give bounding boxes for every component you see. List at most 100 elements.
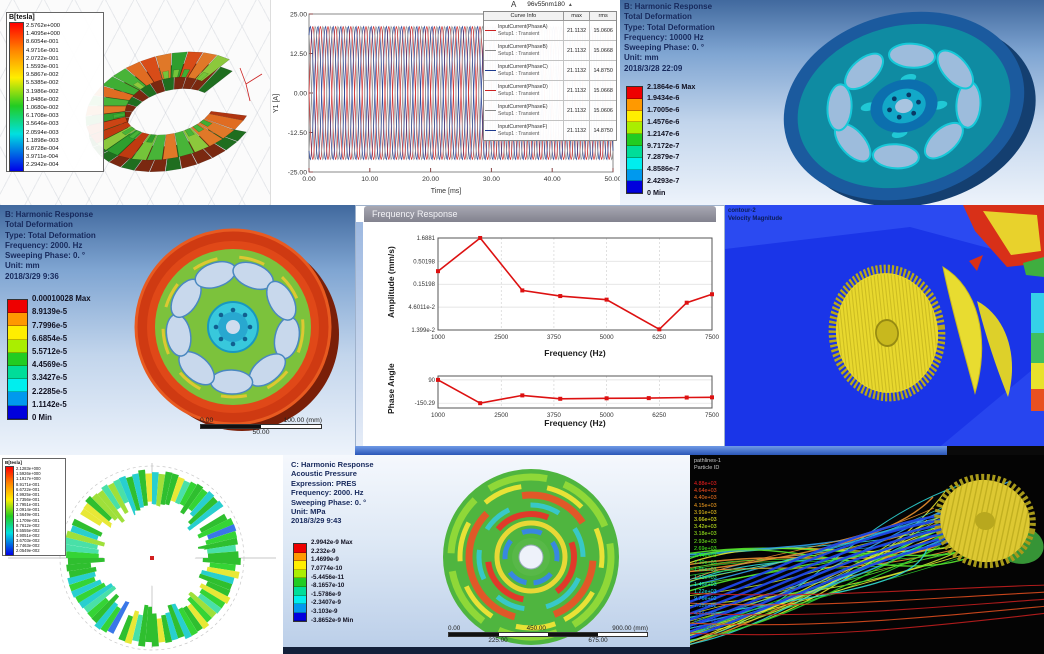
legend-band: [627, 122, 642, 135]
svg-text:30.00: 30.00: [483, 176, 500, 183]
result-info-line: Unit: mm: [624, 53, 659, 63]
phase-x-label: Frequency (Hz): [544, 418, 606, 428]
curve-color-sample: [485, 110, 496, 111]
table-row: InputCurrent(PhaseB) Setup1 : Transient 21…: [484, 41, 616, 61]
curve-max: 21.1132: [564, 21, 591, 40]
legend-value: -8.1657e-10: [311, 582, 345, 590]
legend-value: 1.22e+03: [694, 589, 717, 596]
legend-value: 2.69e+03: [694, 545, 717, 552]
window-titlebar-edge: [355, 446, 947, 455]
col-max: max: [564, 12, 591, 20]
svg-text:2500: 2500: [494, 412, 509, 419]
legend-value: 8.6054e-001: [26, 39, 59, 46]
table-row: InputCurrent(PhaseA) Setup1 : Transient 21…: [484, 21, 616, 41]
window-titlebar[interactable]: Frequency Response: [364, 206, 716, 222]
curve-setup: Setup1 : Transient: [498, 70, 540, 77]
pin-icon[interactable]: ▲: [567, 2, 573, 8]
result-info-line: Frequency: 10000 Hz: [624, 32, 704, 42]
legend-value: 2.1864e-6 Max: [647, 81, 696, 91]
svg-text:0.50198: 0.50198: [413, 259, 435, 265]
svg-text:-150.29: -150.29: [415, 401, 436, 407]
curve-setup: Setup1 : Transient: [498, 90, 540, 97]
table-header-row: Curve Info max rms: [484, 12, 616, 21]
curve-rms: 15.0668: [593, 87, 613, 94]
legend-value: 1.5926e+000: [16, 471, 41, 477]
deformed-wheel-model: [783, 11, 1036, 205]
panel-phase-current-plot: 0.00 10.00 20.00 30.00 40.00 50.00 -25.00 -12.5…: [270, 0, 621, 205]
result-info-line: Type: Total Deformation: [624, 22, 715, 32]
curve-setup: Setup1 : Transient: [498, 50, 540, 57]
svg-text:3750: 3750: [547, 412, 562, 419]
legend-value: 1.1898e-003: [26, 137, 59, 144]
legend-band: [627, 145, 642, 158]
legend-band: [627, 134, 642, 146]
window-edge-dark: [947, 446, 1044, 455]
particle-id-legend: 4.88e+03 4.64e+03 4.40e+03 4.15e+03 3.91e+03…: [694, 481, 717, 632]
legend-band: [8, 365, 27, 380]
result-info-line: 2018/3/29 9:36: [5, 271, 59, 281]
model-label: 96v55nm180 ▲: [483, 1, 617, 8]
legend-value: 7.7996e-5: [32, 320, 68, 330]
legend-value: -2.3407e-9: [311, 599, 341, 607]
panel-frequency-response-window: Frequency Response 1000 2500 3750 5000 6250 7…: [355, 205, 725, 455]
plot-title: A: [511, 0, 517, 9]
legend-title-line2: Velocity Magnitude: [728, 215, 783, 222]
panel-velocity-contour: contour-2 Velocity Magnitude 1.42e+011.3…: [725, 205, 1044, 455]
svg-text:-12.50: -12.50: [288, 130, 307, 137]
result-info-line: Expression: PRES: [291, 478, 357, 488]
amplitude-x-label: Frequency (Hz): [544, 348, 606, 358]
coordinate-triad: [239, 67, 263, 102]
panel-maxwell-coil: B[tesla] 2.5762e+000 1.4095e+000 8.6054e-0…: [0, 0, 270, 205]
rotor-field-plot: [8, 463, 276, 651]
result-info-line: Unit: mm: [5, 261, 40, 271]
legend-value: 3.42e+03: [694, 524, 717, 531]
amplitude-chart: 1000 2500 3750 5000 6250 7500 1.6881 0.50198 0.1…: [408, 235, 719, 341]
legend-band: [294, 612, 306, 622]
scale-bar: 0.00 100.00 (mm) 50.00: [200, 417, 322, 436]
legend-band: [294, 552, 306, 562]
legend-value: 0 Min: [647, 187, 666, 197]
legend-value: 4.4569e-5: [32, 360, 68, 370]
legend-band: [294, 578, 306, 587]
legend-value: 2.20e+03: [694, 560, 717, 567]
svg-text:0.00: 0.00: [302, 176, 315, 183]
table-row: InputCurrent(PhaseF) Setup1 : Transient 21…: [484, 121, 616, 140]
panel-harmonic-response-10000hz: B: Harmonic Response Total Deformation Typ…: [620, 0, 1044, 205]
legend-band: [294, 595, 306, 605]
legend-value: 5.5712e-5: [32, 347, 68, 356]
curve-max: 21.1132: [564, 101, 591, 120]
scale-bar: 0.00 450.00 900.00 (mm) 225.00 675.00: [448, 625, 648, 644]
legend-value: 1.7005e-6: [647, 105, 680, 115]
scale-left: 0.00: [448, 625, 461, 632]
legend-value: 0.00e+00: [694, 625, 717, 632]
model-label-text: 96v55nm180: [527, 1, 565, 8]
col-rms: rms: [598, 13, 608, 19]
legend-value: 8.7612e-002: [16, 522, 40, 528]
svg-text:20.00: 20.00: [422, 176, 439, 183]
curve-name: InputCurrent(PhaseF): [498, 124, 548, 131]
y-axis-label: Y1 [A]: [273, 93, 281, 114]
svg-text:2500: 2500: [494, 334, 509, 341]
svg-text:40.00: 40.00: [544, 176, 561, 183]
scale-bar-graphic: [200, 424, 322, 429]
legend-value: -1.5786e-9: [311, 590, 341, 598]
result-info-line: Total Deformation: [624, 12, 692, 22]
legend-value: 3.1986e-002: [26, 88, 59, 95]
svg-text:6250: 6250: [652, 334, 667, 341]
result-info-line: B: Harmonic Response: [624, 2, 713, 11]
legend-value: 3.5646e-003: [26, 121, 59, 128]
legend-value: 1.71e+03: [694, 574, 717, 581]
legend-band: [8, 339, 27, 353]
legend-value: 3.9711e-004: [26, 154, 59, 161]
amplitude-y-label: Amplitude (mm/s): [386, 246, 396, 318]
legend-band: [294, 544, 306, 553]
legend-value: 3.7356e-001: [16, 496, 40, 502]
curve-rms: 15.0668: [593, 47, 613, 54]
curve-max: 21.1132: [564, 61, 591, 80]
legend-value: 1.8486e-002: [26, 96, 59, 103]
legend-band: [8, 313, 27, 327]
result-info-line: Sweeping Phase: 0. °: [5, 251, 86, 261]
result-info-line: C: Harmonic Response: [291, 460, 374, 469]
legend-title: B[tesla]: [5, 460, 22, 465]
